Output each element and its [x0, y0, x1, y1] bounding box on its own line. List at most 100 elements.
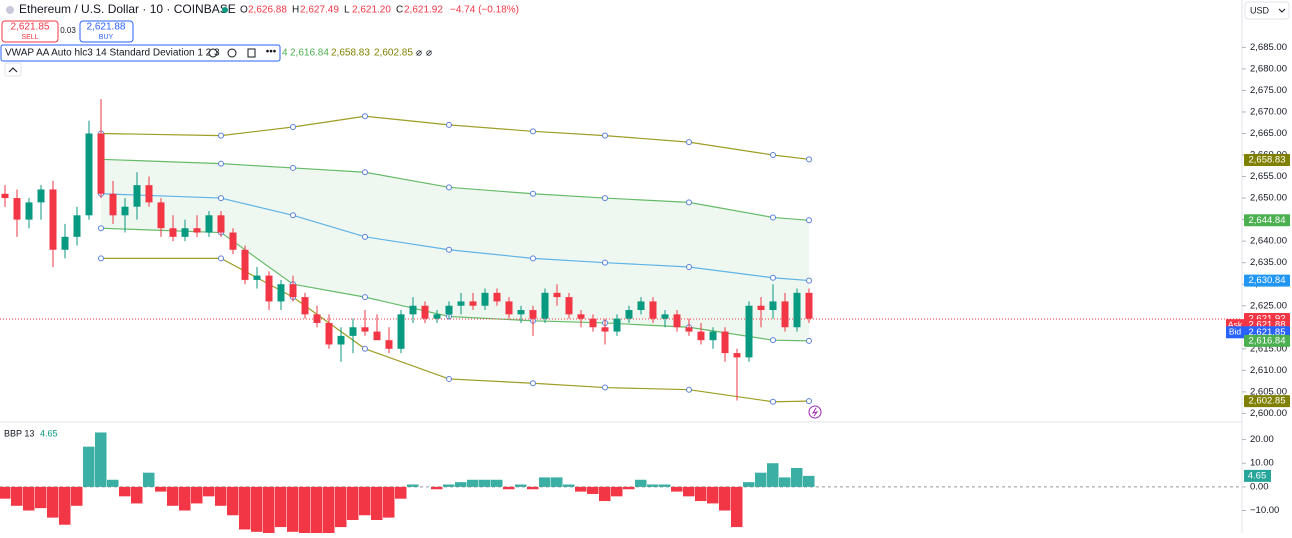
bbp-bar [59, 486, 71, 525]
bbp-bar [191, 486, 203, 504]
candle-body [301, 297, 309, 315]
candle-body [673, 314, 681, 328]
bbp-bar [515, 484, 527, 487]
plot [0, 99, 1242, 405]
band-vertex [602, 384, 608, 391]
more-icon[interactable]: ••• [266, 47, 277, 58]
indicator-value: ⌀ [416, 48, 422, 59]
buy-button[interactable] [79, 20, 134, 43]
buy-label: BUY [99, 34, 114, 41]
bbp-bar [563, 484, 575, 487]
bbp-bar [635, 479, 647, 487]
price-tag-label: Bid [1229, 327, 1242, 337]
price-tag [1226, 326, 1244, 339]
sell-label: SELL [21, 34, 38, 41]
eye-icon[interactable] [208, 48, 218, 58]
bbp-bar [335, 486, 347, 528]
candle-body [733, 353, 741, 358]
candle-body [781, 301, 789, 328]
bbp-bar [803, 475, 815, 487]
candle-body [793, 292, 801, 328]
bbp-bar [311, 486, 323, 538]
band-vertex [362, 169, 368, 176]
y-tick-label: 2,605.00 [1250, 386, 1287, 397]
band-vertex [806, 217, 812, 224]
candle-body [709, 331, 717, 341]
band-vertex [806, 398, 812, 405]
settings-icon[interactable] [227, 48, 237, 58]
bbp-bar [707, 486, 719, 504]
y-tick-label: 2,640.00 [1250, 236, 1287, 247]
bbp-bar [611, 486, 623, 497]
band-vertex [446, 184, 452, 191]
bbp-bar [35, 486, 47, 509]
bbp-bar [659, 484, 671, 487]
price-tag-label: Ask [1228, 319, 1243, 329]
sell-button[interactable] [1, 20, 59, 43]
candle-body [73, 215, 81, 237]
collapse-button[interactable] [4, 62, 22, 77]
band-vertex [530, 255, 536, 262]
band-vertex [770, 337, 776, 344]
bbp-bar [743, 482, 755, 487]
candle-body [397, 314, 405, 349]
bbp-bar [719, 486, 731, 511]
band-vertex [290, 164, 296, 171]
candle-body [37, 189, 45, 203]
band-vertex [530, 190, 536, 197]
band-vertex [218, 195, 224, 202]
dropdown-icon [1278, 8, 1286, 13]
candle-body [229, 232, 237, 250]
candle-body [253, 275, 261, 280]
band-vertex [362, 113, 368, 120]
band-vertex [98, 225, 104, 232]
bbp-bar [119, 486, 131, 497]
bbp-bar [755, 472, 767, 487]
band-vertex [362, 294, 368, 301]
candle-body [25, 202, 33, 220]
indicator-value: 2,658.83 [331, 48, 370, 59]
band-vertex [806, 156, 812, 163]
band-vertex [770, 152, 776, 159]
band-vertex [446, 246, 452, 253]
bbp-bar [587, 486, 599, 494]
candle-body [205, 215, 213, 233]
band-vertex [686, 263, 692, 270]
indicator-legend[interactable] [0, 44, 281, 62]
candle-body [193, 228, 201, 233]
candle-body [373, 331, 381, 341]
candle-body [577, 314, 585, 319]
candle-body [661, 314, 669, 319]
bbp-bar [383, 486, 395, 518]
price-badge-label: 2,630.84 [1249, 275, 1286, 286]
candle-body [625, 310, 633, 319]
band-vertex [602, 195, 608, 202]
bbp-bar [0, 486, 11, 499]
candle-body [649, 301, 657, 319]
bbp-bar [671, 486, 683, 492]
currency-select[interactable] [1244, 1, 1290, 20]
bbp-tick-label: −10.00 [1250, 505, 1279, 516]
y-tick-label: 2,615.00 [1250, 343, 1287, 354]
bbp-bar [791, 467, 803, 487]
bbp-bar [299, 486, 311, 535]
buy-price: 2,621.88 [87, 22, 126, 33]
y-tick-label: 2,610.00 [1250, 365, 1287, 376]
bbp-bar [467, 479, 479, 487]
candle-body [493, 292, 501, 302]
bbp-bar [11, 486, 23, 506]
candle-body [433, 314, 441, 319]
candle-body [721, 331, 729, 354]
bbp-bar [227, 486, 239, 516]
candle-body [85, 133, 93, 216]
indicator-value: 2,602.85 [374, 48, 413, 59]
indicator-value: 2,616.84 [290, 48, 329, 59]
bbp-bar [623, 486, 635, 490]
delete-icon[interactable] [247, 48, 256, 58]
candle-body [361, 327, 369, 332]
candle-body [529, 310, 537, 319]
bbp-bar [323, 486, 335, 538]
ohlc-value: 2,621.92 [404, 5, 443, 16]
y-tick-label: 2,625.00 [1250, 300, 1287, 311]
candle-body [769, 301, 777, 311]
